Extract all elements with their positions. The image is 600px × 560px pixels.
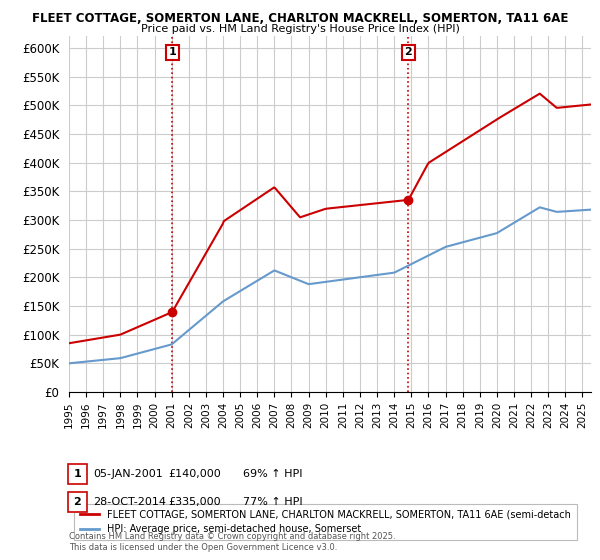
- Text: FLEET COTTAGE, SOMERTON LANE, CHARLTON MACKRELL, SOMERTON, TA11 6AE: FLEET COTTAGE, SOMERTON LANE, CHARLTON M…: [32, 12, 568, 25]
- Text: 1: 1: [74, 469, 81, 479]
- Text: £140,000: £140,000: [168, 469, 221, 479]
- Text: £335,000: £335,000: [168, 497, 221, 507]
- Text: 2: 2: [404, 48, 412, 58]
- Text: Price paid vs. HM Land Registry's House Price Index (HPI): Price paid vs. HM Land Registry's House …: [140, 24, 460, 34]
- Text: 05-JAN-2001: 05-JAN-2001: [93, 469, 163, 479]
- Legend: FLEET COTTAGE, SOMERTON LANE, CHARLTON MACKRELL, SOMERTON, TA11 6AE (semi-detach: FLEET COTTAGE, SOMERTON LANE, CHARLTON M…: [74, 503, 577, 540]
- Text: Contains HM Land Registry data © Crown copyright and database right 2025.: Contains HM Land Registry data © Crown c…: [69, 532, 395, 541]
- Text: This data is licensed under the Open Government Licence v3.0.: This data is licensed under the Open Gov…: [69, 543, 337, 552]
- Text: 69% ↑ HPI: 69% ↑ HPI: [243, 469, 302, 479]
- Text: 1: 1: [169, 48, 176, 58]
- Text: 77% ↑ HPI: 77% ↑ HPI: [243, 497, 302, 507]
- Text: 28-OCT-2014: 28-OCT-2014: [93, 497, 166, 507]
- Text: 2: 2: [74, 497, 81, 507]
